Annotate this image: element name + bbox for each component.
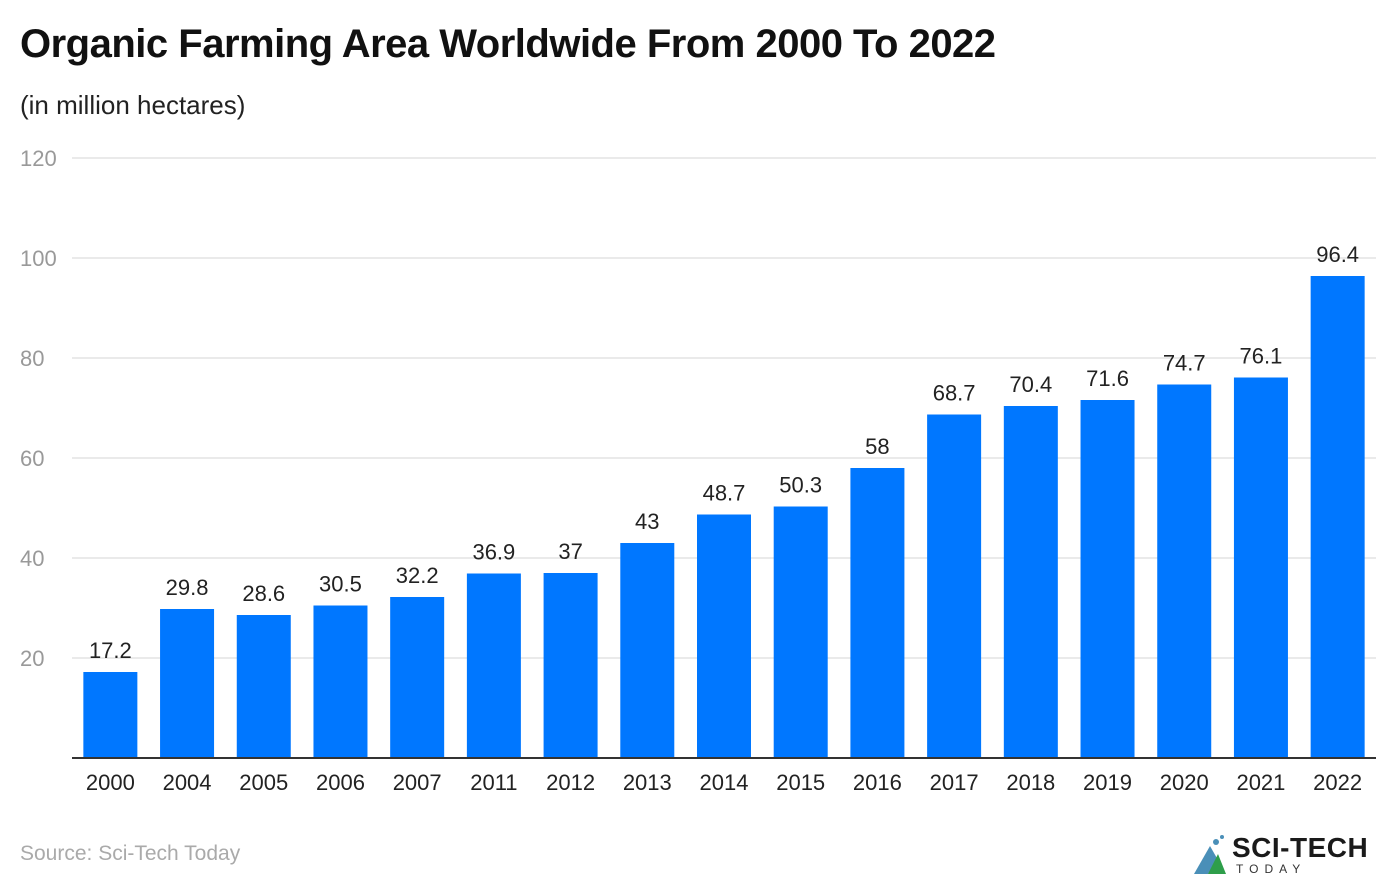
x-tick-label: 2017	[930, 770, 979, 795]
x-tick-label: 2013	[623, 770, 672, 795]
bar-2016	[850, 468, 905, 758]
x-tick-label: 2015	[776, 770, 825, 795]
data-label: 43	[635, 509, 659, 534]
source-note: Source: Sci-Tech Today	[20, 842, 241, 865]
y-tick-label: 40	[20, 546, 44, 571]
x-tick-label: 2005	[239, 770, 288, 795]
bar-2000	[83, 672, 138, 758]
x-tick-label: 2016	[853, 770, 902, 795]
x-tick-label: 2011	[470, 770, 517, 795]
data-label: 96.4	[1316, 242, 1359, 267]
y-tick-label: 100	[20, 246, 57, 271]
x-tick-label: 2014	[700, 770, 749, 795]
data-label: 30.5	[319, 572, 362, 597]
bar-2011	[466, 573, 521, 758]
data-label: 58	[865, 434, 889, 459]
x-tick-label: 2007	[393, 770, 442, 795]
x-tick-label: 2021	[1236, 770, 1285, 795]
x-tick-label: 2018	[1006, 770, 1055, 795]
data-label: 48.7	[703, 481, 746, 506]
logo-text: SCI-TECH	[1232, 832, 1369, 863]
x-tick-label: 2019	[1083, 770, 1132, 795]
data-label: 74.7	[1163, 351, 1206, 376]
bar-2012	[543, 573, 598, 758]
bar-2021	[1233, 377, 1288, 758]
data-label: 28.6	[242, 581, 285, 606]
chart-subtitle: (in million hectares)	[20, 90, 246, 120]
bar-2014	[697, 514, 751, 758]
x-tick-label: 2004	[163, 770, 212, 795]
bar-2015	[773, 506, 828, 758]
data-label: 37	[558, 539, 582, 564]
x-tick-label: 2022	[1313, 770, 1362, 795]
logo-mark-icon	[1194, 835, 1226, 874]
bar-2013	[620, 543, 675, 758]
logo-subtext: TODAY	[1236, 862, 1307, 876]
bar-2007	[390, 597, 445, 758]
bar-2006	[313, 605, 368, 758]
bar-2022	[1310, 276, 1365, 758]
data-label: 68.7	[933, 381, 976, 406]
bar-2020	[1157, 384, 1212, 758]
y-tick-label: 80	[20, 346, 44, 371]
bar-2017	[927, 414, 982, 758]
data-label: 50.3	[779, 473, 822, 498]
data-label: 17.2	[89, 638, 132, 663]
chart-title: Organic Farming Area Worldwide From 2000…	[20, 22, 996, 66]
data-label: 29.8	[166, 575, 209, 600]
bar-2005	[236, 615, 291, 758]
y-tick-label: 20	[20, 646, 44, 671]
data-label: 76.1	[1240, 344, 1283, 369]
sci-tech-today-logo: SCI-TECH TODAY	[1192, 832, 1372, 880]
y-tick-label: 120	[20, 146, 57, 171]
x-tick-label: 2000	[86, 770, 135, 795]
data-label: 70.4	[1009, 372, 1052, 397]
data-label: 36.9	[472, 540, 515, 565]
data-label: 71.6	[1086, 366, 1129, 391]
data-label: 32.2	[396, 563, 439, 588]
x-tick-label: 2006	[316, 770, 365, 795]
bar-2019	[1080, 400, 1135, 758]
bar-2018	[1003, 406, 1058, 758]
x-tick-label: 2020	[1160, 770, 1209, 795]
x-tick-label: 2012	[546, 770, 595, 795]
bar-2004	[160, 609, 215, 758]
y-tick-label: 60	[20, 446, 44, 471]
